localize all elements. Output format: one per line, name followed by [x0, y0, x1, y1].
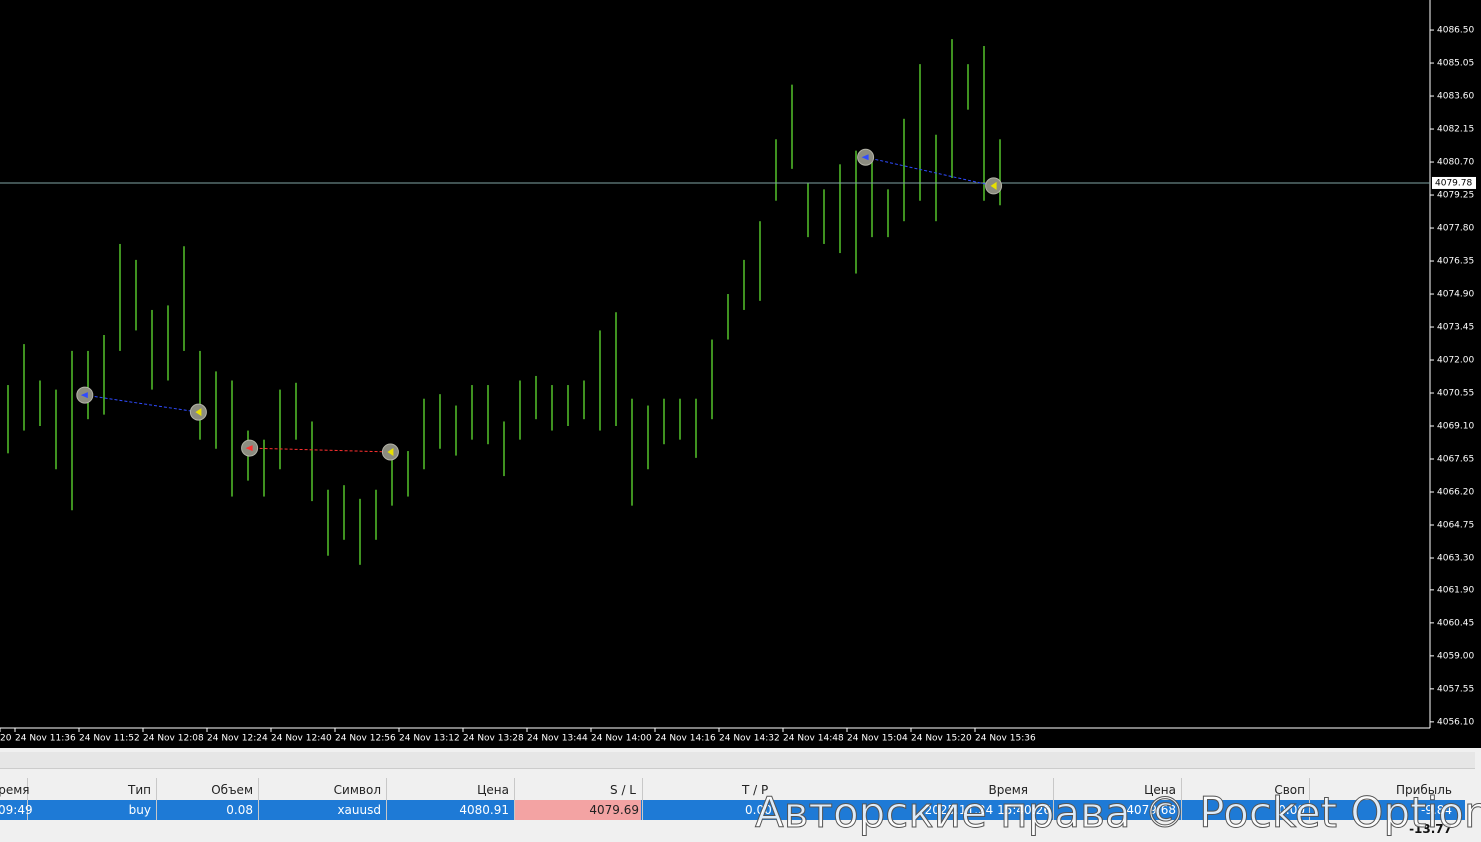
column-separator [386, 778, 387, 820]
trade-link [249, 447, 391, 453]
y-tick-label: 4074.90 [1437, 290, 1474, 300]
symbol: xauusd [337, 803, 381, 817]
column-header[interactable]: Своп [1274, 783, 1305, 797]
trade-link [865, 156, 994, 187]
trade-close-arrow [195, 408, 202, 417]
x-tick-label: 24 Nov 11:52 [79, 734, 140, 744]
y-tick-label: 4064.75 [1437, 521, 1474, 531]
stop-loss: 4079.69 [589, 803, 639, 817]
column-header[interactable]: Цена [477, 783, 509, 797]
trade-panel: Время Тип Объем Символ Цена S / L T / P … [0, 748, 1481, 842]
scrollbar[interactable] [0, 752, 1475, 769]
x-tick-label: 24 Nov 14:32 [719, 734, 780, 744]
x-tick-label: 24 Nov 14:48 [783, 734, 844, 744]
x-tick-label: 24 Nov 14:00 [591, 734, 652, 744]
x-tick-label: 24 Nov 13:44 [527, 734, 588, 744]
x-tick-label: 24 Nov 13:12 [399, 734, 460, 744]
x-tick-label: 24 Nov 15:04 [847, 734, 908, 744]
x-tick-label: 20 [0, 734, 12, 744]
y-tick-label: 4060.45 [1437, 618, 1474, 628]
column-separator [27, 778, 28, 820]
y-tick-label: 4059.00 [1437, 651, 1474, 661]
y-tick-label: 4076.35 [1437, 257, 1474, 267]
x-tick-label: 24 Nov 13:28 [463, 734, 524, 744]
y-tick-label: 4082.15 [1437, 125, 1474, 135]
x-tick-label: 24 Nov 12:24 [207, 734, 268, 744]
column-separator [156, 778, 157, 820]
x-tick-label: 24 Nov 12:40 [271, 734, 332, 744]
total-profit: -13.77 [1409, 822, 1452, 836]
y-tick-label: 4057.55 [1437, 684, 1474, 694]
column-header[interactable]: Время [988, 783, 1028, 797]
column-header[interactable]: T / P [742, 783, 769, 797]
y-tick-label: 4056.10 [1437, 717, 1474, 727]
trade-open-arrow [861, 154, 869, 161]
y-tick-label: 4072.00 [1437, 356, 1474, 366]
price-chart: 4086.50 4085.05 4083.60 4082.15 4080.70 4079.… [0, 0, 1481, 748]
take-profit: 0.00 [745, 803, 772, 817]
y-tick-label: 4067.65 [1437, 455, 1474, 465]
watermark: Авторские права © Pocket Option [755, 788, 1481, 838]
current-price-label: 4079.78 [1435, 178, 1472, 188]
trade-open-arrow [80, 392, 88, 399]
y-tick-label: 4083.60 [1437, 92, 1474, 102]
y-tick-label: 4066.20 [1437, 488, 1474, 498]
volume: 0.08 [226, 803, 253, 817]
y-tick-label: 4077.80 [1437, 224, 1474, 234]
y-tick-label: 4079.25 [1437, 191, 1474, 201]
order-type: buy [128, 803, 151, 817]
x-tick-label: 24 Nov 11:36 [15, 734, 76, 744]
y-tick-label: 4085.05 [1437, 59, 1474, 69]
column-header[interactable]: Объем [211, 783, 253, 797]
x-tick-label: 24 Nov 14:16 [655, 734, 716, 744]
column-header[interactable]: Символ [333, 783, 381, 797]
close-time: 2025.11.24 15:40:26 [924, 803, 1051, 817]
x-tick-label: 24 Nov 15:20 [911, 734, 972, 744]
y-tick-label: 4070.55 [1437, 389, 1474, 399]
y-tick-label: 4073.45 [1437, 323, 1474, 333]
x-tick-label: 24 Nov 12:08 [143, 734, 204, 744]
x-tick-label: 24 Nov 15:36 [975, 734, 1036, 744]
current-price-box [1432, 176, 1476, 189]
trade-close-arrow [990, 181, 997, 190]
x-tick-label: 24 Nov 12:56 [335, 734, 396, 744]
trade-open-arrow [245, 445, 253, 452]
column-separator [514, 778, 515, 820]
column-separator [1181, 778, 1182, 820]
open-time: 09:49 [0, 803, 33, 817]
selected-row[interactable] [0, 800, 1465, 820]
column-header[interactable]: Тип [128, 783, 151, 797]
column-header[interactable]: S / L [610, 783, 636, 797]
y-tick-label: 4086.50 [1437, 26, 1474, 36]
y-tick-label: 4069.10 [1437, 422, 1474, 432]
column-separator [1053, 778, 1054, 820]
profit: -9.84 [1420, 803, 1452, 817]
column-separator [642, 778, 643, 820]
current-price: 4079.68 [1126, 803, 1176, 817]
column-header[interactable]: Цена [1144, 783, 1176, 797]
column-separator [1309, 778, 1310, 820]
y-tick-label: 4061.90 [1437, 585, 1474, 595]
column-separator [258, 778, 259, 820]
sl-cell [515, 800, 641, 820]
column-header[interactable]: Прибыль [1395, 783, 1452, 797]
y-tick-label: 4080.70 [1437, 158, 1474, 168]
swap: 0.00 [1278, 803, 1305, 817]
trade-link [84, 394, 199, 413]
open-price: 4080.91 [459, 803, 509, 817]
column-header[interactable]: Время [0, 783, 30, 797]
trade-close-arrow [387, 447, 394, 456]
y-tick-label: 4063.30 [1437, 554, 1474, 564]
